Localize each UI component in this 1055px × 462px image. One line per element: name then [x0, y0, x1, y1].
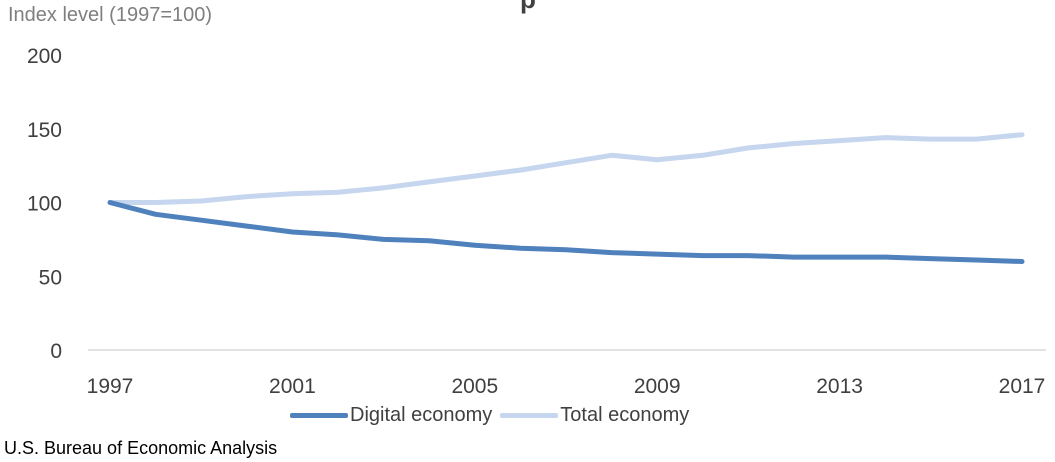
x-tick-label: 2017: [999, 375, 1046, 398]
legend-label-total-economy: Total economy: [560, 403, 690, 426]
y-tick-label: 50: [39, 266, 62, 289]
y-tick-label: 150: [27, 119, 62, 142]
legend: Digital economy Total economy: [290, 401, 697, 429]
x-tick-label: 2009: [634, 375, 681, 398]
chart-title-fragment: p: [520, 0, 536, 15]
y-tick-label: 0: [50, 340, 62, 363]
series-line-total-economy: [107, 132, 1025, 205]
legend-item-digital-economy: Digital economy: [290, 404, 492, 427]
source-note: U.S. Bureau of Economic Analysis: [4, 438, 278, 458]
x-tick-label: 1997: [87, 375, 134, 398]
y-axis-label: Index level (1997=100): [8, 4, 213, 26]
series-group: [107, 132, 1025, 264]
x-tick-label: 2001: [269, 375, 316, 398]
y-tick-label: 100: [27, 193, 62, 216]
x-tick-group: 1997 2001 2005 2009 2013 2017: [87, 375, 1046, 398]
legend-item-total-economy: Total economy: [500, 404, 689, 427]
x-tick-label: 2005: [451, 375, 498, 398]
legend-label-digital-economy: Digital economy: [350, 403, 493, 426]
y-tick-label: 200: [27, 45, 62, 68]
x-tick-label: 2013: [816, 375, 863, 398]
legend-swatch-total-economy: [500, 412, 559, 418]
series-line-digital-economy: [107, 200, 1025, 264]
legend-swatch-digital-economy: [290, 412, 348, 418]
y-tick-group: 0 50 100 150 200: [27, 45, 62, 363]
